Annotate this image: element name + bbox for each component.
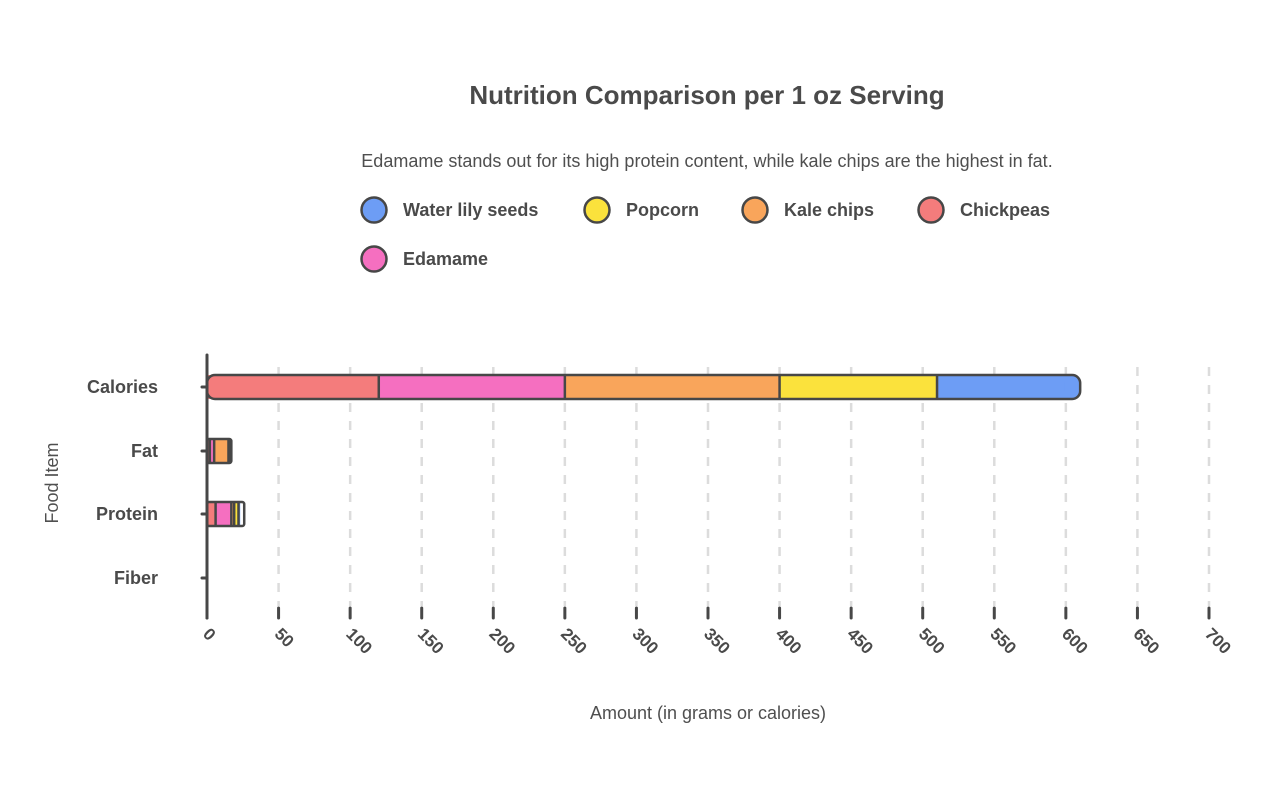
bar-group-fat [205,437,233,465]
legend-label-kale-chips: Kale chips [784,200,874,220]
legend-swatch-kale-chips [741,196,769,224]
y-axis-title: Food Item [42,442,62,523]
bar-protein-chickpeas [207,502,216,526]
gridlines [277,367,1211,606]
bar-calories-edamame [378,375,565,399]
x-tick-label-150: 150 [414,624,447,657]
bar-protein-kale-chips [231,502,235,526]
legend-label-edamame: Edamame [403,249,488,269]
x-tick-label-0: 0 [199,624,219,644]
legend-label-chickpeas: Chickpeas [960,200,1050,220]
x-tick-labels: 0 50 100 150 200 250 300 350 400 450 500 550 600 650 7… [199,624,1234,657]
bar-calories-water-lily-seeds [937,375,1077,399]
category-labels: Calories Fat Protein Fiber [87,377,158,588]
legend-item-chickpeas: Chickpeas [917,196,1050,224]
x-tick-label-300: 300 [629,624,662,657]
x-tick-label-550: 550 [986,624,1019,657]
x-tick-label-400: 400 [772,624,805,657]
bar-fat-kale-chips [214,439,229,463]
bar-fat-edamame [209,439,215,463]
legend-item-edamame: Edamame [360,245,488,273]
legend-swatch-chickpeas [917,196,945,224]
x-tick-label-450: 450 [843,624,876,657]
x-tick-label-700: 700 [1201,624,1234,657]
legend-item-kale-chips: Kale chips [741,196,874,224]
x-tick-label-50: 50 [271,624,298,651]
bar-group-protein [205,500,246,528]
legend-label-water-lily-seeds: Water lily seeds [403,200,538,220]
bar-protein-popcorn [234,502,239,526]
legend-swatch-edamame [360,245,388,273]
bar-cap-calories-water-lily-seeds [1064,375,1081,399]
legend-swatch-water-lily-seeds [360,196,388,224]
category-label-fat: Fat [131,441,158,461]
legend-label-popcorn: Popcorn [626,200,699,220]
chart-subtitle: Edamame stands out for its high protein … [361,151,1052,171]
x-tick-label-250: 250 [557,624,590,657]
bars [205,373,1082,528]
bar-group-calories [205,373,1082,401]
legend-item-water-lily-seeds: Water lily seeds [360,196,538,224]
x-tick-label-100: 100 [342,624,375,657]
category-label-protein: Protein [96,504,158,524]
x-tick-label-500: 500 [915,624,948,657]
category-label-fiber: Fiber [114,568,158,588]
bar-calories-chickpeas [207,375,379,399]
x-tick-label-200: 200 [485,624,518,657]
bar-calories-kale-chips [564,375,780,399]
chart-title: Nutrition Comparison per 1 oz Serving [469,80,944,110]
x-axis-title: Amount (in grams or calories) [590,703,826,723]
bar-calories-popcorn [779,375,938,399]
legend: Water lily seeds Popcorn Kale chips Chickpe… [360,196,1050,273]
bar-protein-edamame [215,502,232,526]
x-tick-label-350: 350 [700,624,733,657]
legend-item-popcorn: Popcorn [583,196,699,224]
category-label-calories: Calories [87,377,158,397]
x-tick-label-600: 600 [1058,624,1091,657]
axes [200,353,1211,620]
legend-swatch-popcorn [583,196,611,224]
x-tick-label-650: 650 [1130,624,1163,657]
